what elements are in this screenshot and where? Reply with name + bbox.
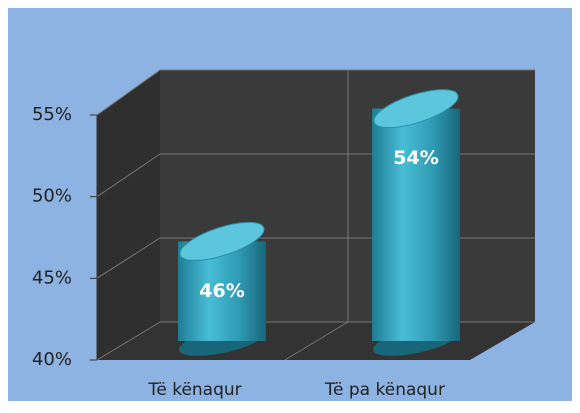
side-wall bbox=[97, 70, 160, 360]
cylinder bbox=[178, 221, 266, 356]
y-tick-label: 45% bbox=[32, 267, 72, 288]
y-tick-label: 40% bbox=[32, 349, 72, 370]
value-label: 46% bbox=[199, 280, 244, 302]
x-tick-label: Të pa kënaqur bbox=[324, 380, 445, 400]
value-label: 54% bbox=[393, 147, 438, 169]
grid-line bbox=[96, 153, 161, 198]
grid-line bbox=[96, 237, 161, 279]
grid-line bbox=[96, 321, 161, 361]
y-tick-label: 50% bbox=[32, 186, 72, 207]
floor-divider bbox=[284, 321, 349, 361]
x-tick-label: Të kënaqur bbox=[147, 380, 241, 400]
grid-line bbox=[96, 69, 161, 116]
cylinder bbox=[372, 89, 460, 356]
y-tick-label: 55% bbox=[32, 104, 72, 125]
